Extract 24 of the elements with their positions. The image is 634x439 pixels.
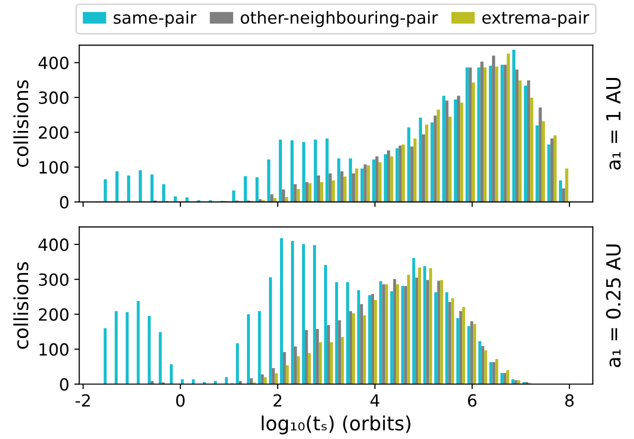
y-tick-label: 300 xyxy=(38,91,68,104)
x-tick-label: 0 xyxy=(176,394,185,407)
y-tick-label: 0 xyxy=(60,378,68,391)
x-axis-title: log₁₀(tₛ) (orbits) xyxy=(262,416,410,434)
x-tick-label: 4 xyxy=(370,394,380,407)
x-tick-label: 2 xyxy=(274,394,282,407)
legend-label: other-neighbouring-pair xyxy=(240,10,438,28)
y-tick-label: 100 xyxy=(40,161,68,174)
y-tick-label: 200 xyxy=(38,308,68,321)
text: a₁ = 0.25 AU xyxy=(606,244,621,368)
x-tick-label: -2 xyxy=(76,394,90,407)
y-tick-label: 400 xyxy=(38,56,68,70)
legend-label: same-pair xyxy=(114,10,197,28)
x-tick-label: 8 xyxy=(565,394,574,407)
y-tick-label: 400 xyxy=(38,238,68,251)
y-axis-title: collisions xyxy=(13,262,28,349)
y-tick-label: 300 xyxy=(38,273,68,286)
y-tick-label: 0 xyxy=(60,196,68,209)
x-tick-label: 6 xyxy=(468,394,476,407)
y-tick-label: 200 xyxy=(38,126,68,139)
text: a₁ = 1 AU xyxy=(606,78,621,170)
y-tick-label: 100 xyxy=(40,343,68,356)
y-axis-title: collisions xyxy=(13,80,28,167)
legend-label: extrema-pair xyxy=(482,10,590,28)
